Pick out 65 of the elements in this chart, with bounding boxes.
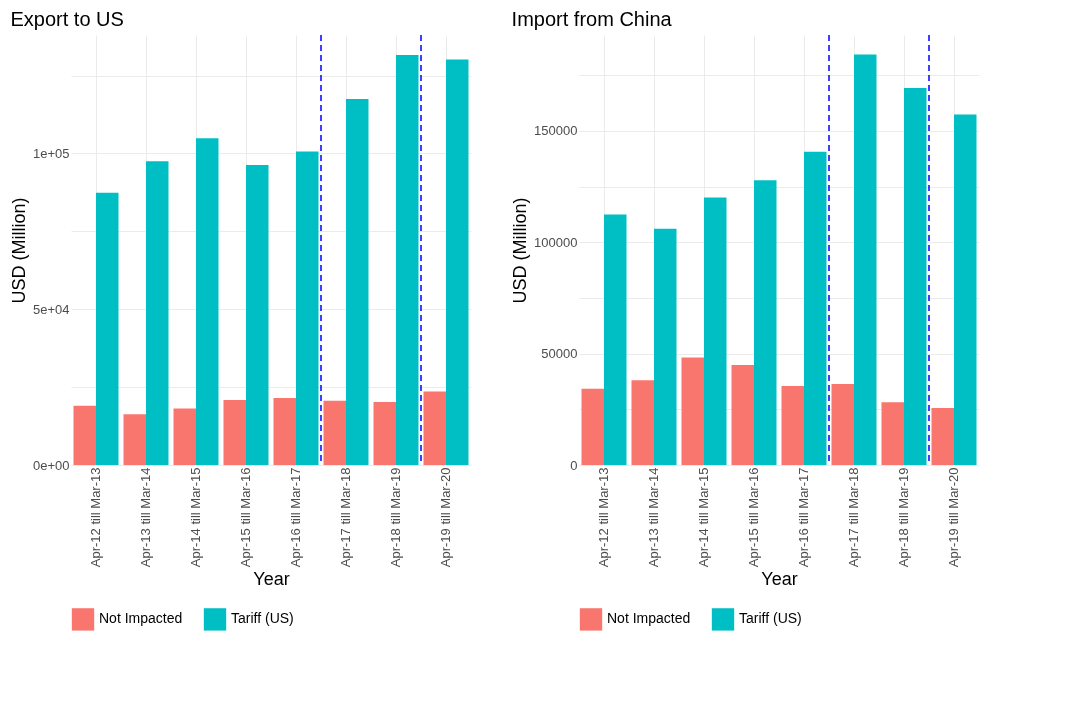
bar <box>804 151 827 465</box>
x-tick-label: Apr-15 till Mar-16 <box>746 467 761 568</box>
x-tick-label: Apr-17 till Mar-18 <box>846 467 861 568</box>
bar <box>423 391 446 465</box>
bar <box>704 197 727 465</box>
x-tick-label: Apr-12 till Mar-13 <box>88 467 103 568</box>
x-tick-label: Apr-16 till Mar-17 <box>796 467 811 568</box>
x-tick-label: Apr-16 till Mar-17 <box>288 467 303 568</box>
chart-title: Export to US <box>10 8 124 31</box>
bar <box>346 98 369 465</box>
y-tick-label: 150000 <box>534 123 578 139</box>
bar <box>604 214 627 465</box>
bar <box>173 408 196 465</box>
bar <box>123 414 146 465</box>
bar <box>881 402 904 465</box>
x-axis-title: Year <box>253 569 290 590</box>
x-tick-label: Apr-14 till Mar-15 <box>696 467 711 568</box>
y-tick-label: 5e+04 <box>32 301 70 317</box>
x-tick-label: Apr-19 till Mar-20 <box>946 467 961 568</box>
x-tick-label: Apr-15 till Mar-16 <box>238 467 253 568</box>
y-tick-label: 100000 <box>534 234 578 250</box>
bar <box>904 88 927 465</box>
legend-label: Not Impacted <box>607 610 691 627</box>
bar <box>373 402 396 465</box>
x-tick-label: Apr-17 till Mar-18 <box>338 467 353 568</box>
bar <box>831 384 854 465</box>
bar <box>931 407 954 465</box>
y-axis-title: USD (Million) <box>8 197 29 304</box>
x-tick-label: Apr-18 till Mar-19 <box>388 467 403 568</box>
y-tick-label: 50000 <box>541 346 578 362</box>
bar <box>323 400 346 465</box>
bar <box>73 405 96 465</box>
bar <box>854 54 877 465</box>
bar <box>781 385 804 465</box>
bar <box>396 54 419 465</box>
bar <box>754 180 777 465</box>
bar <box>223 399 246 465</box>
bar <box>273 398 296 465</box>
x-axis-title: Year <box>761 569 798 590</box>
bar <box>446 59 469 465</box>
bar <box>631 380 654 465</box>
x-tick-label: Apr-13 till Mar-14 <box>646 467 661 568</box>
x-tick-label: Apr-13 till Mar-14 <box>138 467 153 568</box>
bar <box>296 151 319 465</box>
bar <box>581 388 604 465</box>
legend-label: Tariff (US) <box>231 610 294 627</box>
chart-title: Import from China <box>511 8 673 31</box>
bar <box>246 164 269 465</box>
x-tick-label: Apr-19 till Mar-20 <box>438 467 453 568</box>
x-tick-label: Apr-12 till Mar-13 <box>596 467 611 568</box>
x-tick-label: Apr-14 till Mar-15 <box>188 467 203 568</box>
legend-label: Not Impacted <box>99 610 183 627</box>
bar <box>954 114 977 465</box>
bar <box>654 228 677 465</box>
bar <box>146 161 169 465</box>
y-tick-label: 1e+05 <box>32 145 70 161</box>
y-tick-label: 0e+00 <box>32 457 70 473</box>
bar <box>731 364 754 465</box>
y-axis-title: USD (Million) <box>510 197 531 304</box>
legend-label: Tariff (US) <box>739 610 802 627</box>
bar <box>196 138 219 465</box>
y-tick-label: 0 <box>570 457 578 473</box>
bar <box>681 357 704 465</box>
bar <box>96 192 119 465</box>
x-tick-label: Apr-18 till Mar-19 <box>896 467 911 568</box>
